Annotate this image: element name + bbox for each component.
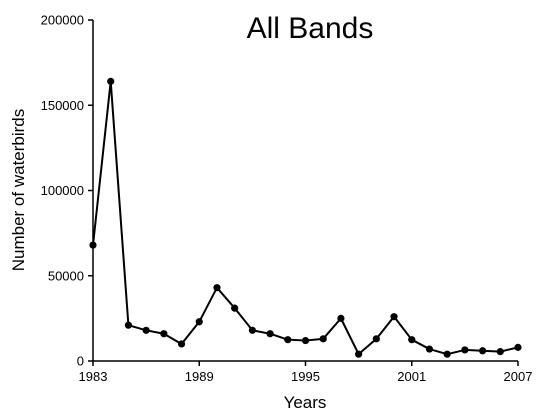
y-tick-label: 150000 bbox=[41, 98, 84, 113]
x-tick-label: 2001 bbox=[397, 369, 426, 384]
data-point bbox=[372, 335, 380, 343]
data-point bbox=[443, 350, 451, 358]
data-point bbox=[195, 318, 203, 326]
data-point bbox=[355, 350, 363, 358]
x-tick-label: 1989 bbox=[185, 369, 214, 384]
data-point bbox=[301, 336, 310, 345]
data-point bbox=[142, 326, 150, 334]
data-point bbox=[248, 326, 256, 334]
y-tick-label: 200000 bbox=[41, 13, 84, 28]
data-point bbox=[514, 343, 522, 351]
x-axis-label: Years bbox=[284, 393, 327, 412]
data-point bbox=[478, 347, 487, 355]
data-point bbox=[284, 336, 292, 344]
series-layer bbox=[89, 77, 522, 358]
x-tick-label: 1995 bbox=[291, 369, 320, 384]
data-point bbox=[177, 340, 186, 348]
data-point bbox=[408, 336, 416, 344]
x-tick-label: 1983 bbox=[79, 369, 108, 384]
data-point bbox=[390, 313, 398, 321]
y-tick-label: 0 bbox=[77, 354, 84, 369]
data-point bbox=[160, 330, 168, 338]
data-point bbox=[89, 241, 97, 249]
chart-title: All Bands bbox=[247, 12, 374, 45]
y-tick-label: 100000 bbox=[41, 183, 84, 198]
axes bbox=[92, 20, 518, 362]
data-point bbox=[461, 346, 469, 354]
data-point bbox=[213, 284, 221, 292]
x-tick-label: 2007 bbox=[504, 369, 533, 384]
y-ticks: 0 50000 100000 150000 200000 bbox=[41, 13, 93, 369]
data-point bbox=[231, 304, 239, 312]
data-point bbox=[319, 335, 327, 343]
data-point bbox=[425, 345, 434, 353]
series-line bbox=[92, 80, 519, 356]
data-point bbox=[107, 77, 115, 85]
data-point bbox=[266, 330, 274, 338]
y-axis-label: Number of waterbirds bbox=[9, 109, 28, 272]
data-point bbox=[337, 314, 345, 322]
data-point bbox=[496, 348, 504, 356]
y-tick-label: 50000 bbox=[48, 268, 84, 283]
data-point bbox=[124, 321, 133, 329]
x-ticks: 1983 1989 1995 2001 2007 bbox=[79, 361, 533, 384]
